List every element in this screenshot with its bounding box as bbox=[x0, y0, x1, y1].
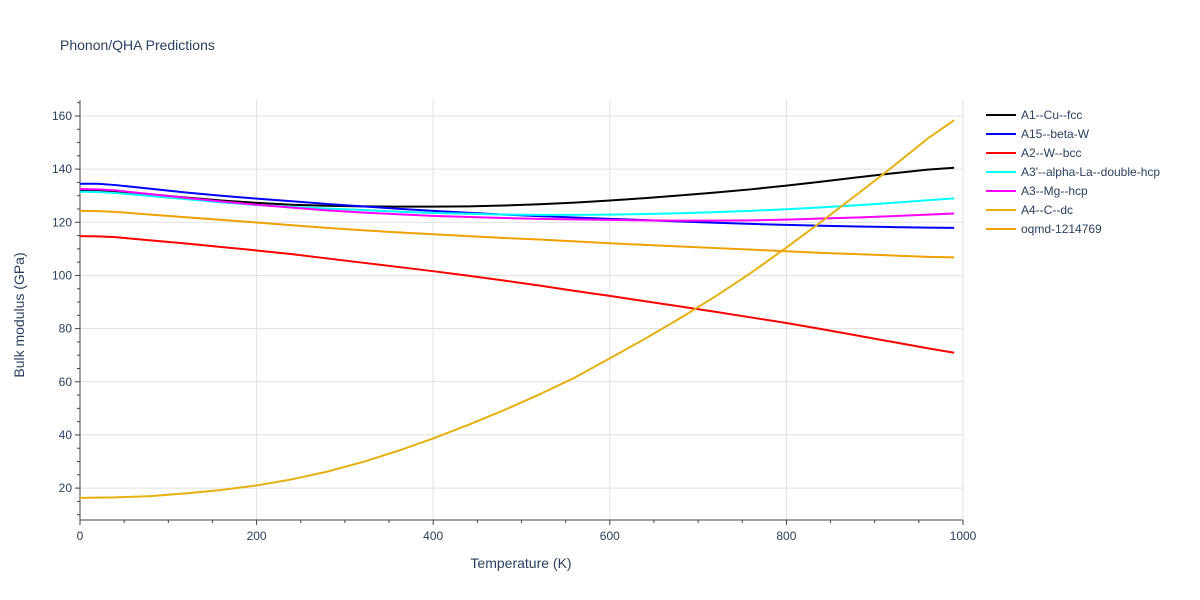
axes: 0 200 400 600 800 1000 20 40 60 80 100 120 140 160 bbox=[52, 100, 977, 543]
y-tick-label: 20 bbox=[59, 481, 73, 495]
y-tick-label: 140 bbox=[52, 162, 72, 176]
legend-item-3[interactable]: A2--W--bcc bbox=[986, 146, 1081, 160]
y-tick-label: 100 bbox=[52, 268, 72, 282]
legend-label: oqmd-1214769 bbox=[1021, 222, 1102, 236]
x-tick-label: 600 bbox=[600, 529, 620, 543]
legend-item-6[interactable]: A4--C--dc bbox=[986, 203, 1073, 217]
grid-lines bbox=[80, 100, 964, 520]
legend-item-5[interactable]: A3--Mg--hcp bbox=[986, 184, 1088, 198]
x-tick-label: 1000 bbox=[950, 529, 977, 543]
x-tick-label: 0 bbox=[77, 529, 84, 543]
series-line-3[interactable] bbox=[79, 235, 955, 354]
series-line-7[interactable] bbox=[79, 209, 955, 259]
legend-item-1[interactable]: A1--Cu--fcc bbox=[986, 108, 1082, 122]
legend-item-2[interactable]: A15--beta-W bbox=[986, 127, 1090, 141]
series-line-6[interactable] bbox=[79, 119, 955, 499]
chart-title: Phonon/QHA Predictions bbox=[60, 37, 215, 53]
legend-label: A4--C--dc bbox=[1021, 203, 1073, 217]
y-tick-label: 80 bbox=[59, 322, 73, 336]
legend[interactable]: A1--Cu--fcc A15--beta-W A2--W--bcc A3'--alp… bbox=[986, 108, 1160, 236]
x-tick-label: 200 bbox=[247, 529, 267, 543]
y-tick-label: 120 bbox=[52, 215, 72, 229]
series-line-4[interactable] bbox=[79, 190, 955, 216]
legend-label: A1--Cu--fcc bbox=[1021, 108, 1082, 122]
x-axis-title: Temperature (K) bbox=[470, 555, 571, 571]
legend-item-7[interactable]: oqmd-1214769 bbox=[986, 222, 1102, 236]
y-tick-label: 60 bbox=[59, 375, 73, 389]
legend-label: A3'--alpha-La--double-hcp bbox=[1021, 165, 1160, 179]
series-lines bbox=[79, 119, 955, 499]
legend-label: A3--Mg--hcp bbox=[1021, 184, 1088, 198]
x-tick-label: 400 bbox=[423, 529, 443, 543]
legend-label: A15--beta-W bbox=[1021, 127, 1090, 141]
series-line-5[interactable] bbox=[79, 188, 955, 222]
x-tick-label: 800 bbox=[776, 529, 796, 543]
y-tick-label: 160 bbox=[52, 109, 72, 123]
legend-label: A2--W--bcc bbox=[1021, 146, 1081, 160]
y-tick-label: 40 bbox=[59, 428, 73, 442]
y-axis-title: Bulk modulus (GPa) bbox=[11, 252, 27, 377]
legend-item-4[interactable]: A3'--alpha-La--double-hcp bbox=[986, 165, 1160, 179]
